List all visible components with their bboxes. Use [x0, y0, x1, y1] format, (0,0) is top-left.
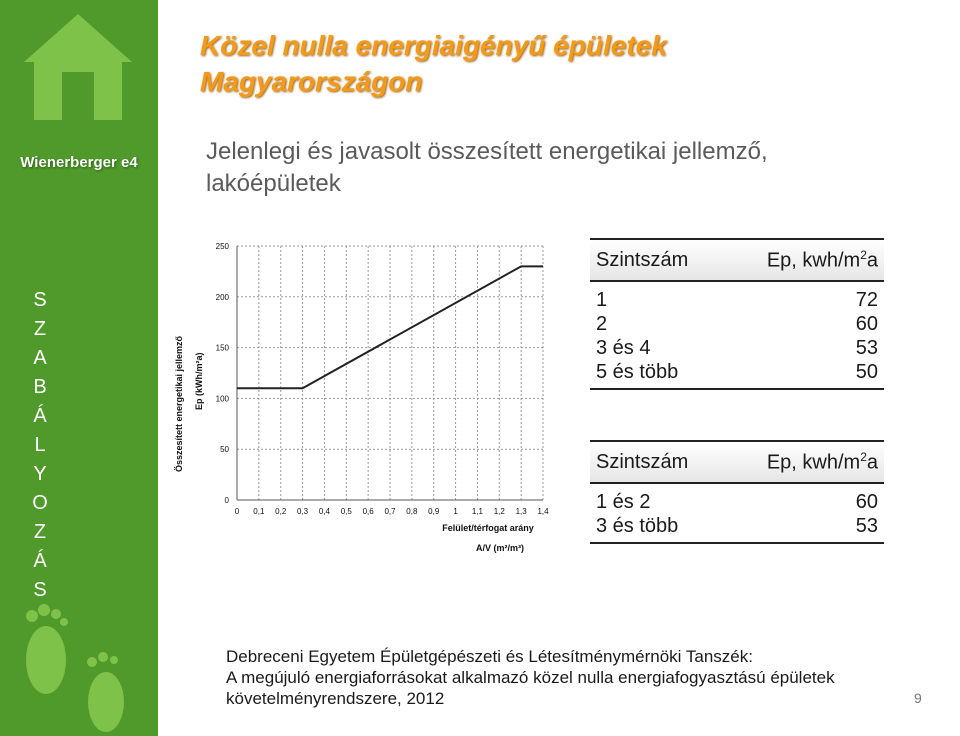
x-tick-label: 0,2 — [275, 507, 287, 516]
x-tick-label: 0,9 — [428, 507, 440, 516]
chart-grid — [236, 245, 544, 501]
subtitle-line-2: lakóépületek — [206, 170, 341, 197]
table-row: 5 és több 50 — [590, 360, 884, 384]
vertical-letter: Z — [33, 521, 47, 543]
row-level: 5 és több — [596, 361, 679, 383]
table-row: 1 és 2 60 — [590, 490, 884, 514]
chart-y-ticks: 0 50 100 150 200 250 — [216, 242, 230, 505]
x-tick-label: 1,4 — [537, 507, 549, 516]
x-tick-label: 0,5 — [341, 507, 353, 516]
x-tick-label: 1,3 — [516, 507, 528, 516]
table-header: Szintszám Ep, kwh/m2a — [590, 440, 884, 482]
x-tick-label: 0,6 — [363, 507, 375, 516]
table-row: 3 és több 53 — [590, 514, 884, 538]
footprints-icon — [26, 604, 124, 732]
title-line-2: Magyarországon — [200, 66, 423, 97]
header-level: Szintszám — [596, 248, 689, 271]
page-number: 9 — [914, 690, 922, 706]
vertical-letter: S — [33, 579, 47, 601]
vertical-letter: B — [33, 376, 47, 398]
vertical-letter: Á — [33, 405, 47, 427]
row-level: 3 és 4 — [596, 337, 651, 359]
row-level: 1 — [596, 289, 608, 311]
y-tick-label: 200 — [216, 293, 230, 302]
row-ep: 60 — [855, 491, 878, 513]
chart-xlabel-line-2: A/V (m²/m³) — [476, 543, 524, 553]
x-tick-label: 0,4 — [319, 507, 331, 516]
y-tick-label: 0 — [225, 496, 230, 505]
footer-line-2: A megújuló energiaforrásokat alkalmazó k… — [226, 668, 835, 687]
slide-subtitle: Jelenlegi és javasolt összesített energe… — [206, 136, 906, 200]
brand-name: Wienerberger e4 — [20, 154, 138, 171]
row-ep: 53 — [855, 337, 878, 359]
x-tick-label: 0 — [235, 507, 240, 516]
table-proposed: Szintszám Ep, kwh/m2a 1 és 2 60 3 és több 5… — [590, 440, 884, 544]
house-logo-icon — [24, 14, 132, 120]
table-body: 1 72 2 60 3 és 4 53 5 és több 50 — [590, 282, 884, 390]
energy-chart: 0 50 100 150 200 250 0 0,1 0,2 0,3 0,4 0,5 0,6 0,7 0,… — [174, 242, 549, 553]
table-body: 1 és 2 60 3 és több 53 — [590, 484, 884, 544]
y-tick-label: 100 — [216, 394, 230, 403]
y-tick-label: 150 — [216, 344, 230, 353]
table-row: 3 és 4 53 — [590, 336, 884, 360]
x-tick-label: 0,1 — [253, 507, 265, 516]
chart-series-line — [237, 265, 543, 390]
row-ep: 60 — [855, 313, 878, 335]
header-ep: Ep, kwh/m2a — [766, 247, 878, 272]
x-tick-label: 0,3 — [297, 507, 309, 516]
row-level: 2 — [596, 313, 608, 335]
x-tick-label: 1,1 — [472, 507, 484, 516]
chart-x-ticks: 0 0,1 0,2 0,3 0,4 0,5 0,6 0,7 0,8 0,9 1 1,1 1,2 1,3 1,… — [235, 507, 549, 516]
header-ep: Ep, kwh/m2a — [766, 449, 878, 474]
vertical-letter: Á — [33, 550, 47, 572]
vertical-letter: A — [33, 347, 47, 369]
footer-line-3: követelményrendszere, 2012 — [226, 689, 445, 708]
chart-xlabel-line-1: Felület/térfogat arány — [442, 523, 534, 533]
row-ep: 72 — [855, 289, 878, 311]
table-current: Szintszám Ep, kwh/m2a 1 72 2 60 3 és 4 53 5 és… — [590, 238, 884, 390]
vertical-letter: Z — [33, 318, 47, 340]
vertical-letter: Y — [33, 463, 47, 485]
subtitle-line-1: Jelenlegi és javasolt összesített energe… — [206, 138, 768, 165]
chart-ylabel-line-2: Ep (kWh/m²a) — [194, 352, 204, 410]
chart-ylabel-line-1: Összesített energetikai jellemző — [174, 335, 184, 472]
footer-line-1: Debreceni Egyetem Épületgépészeti és Lét… — [226, 647, 753, 666]
y-tick-label: 50 — [220, 445, 229, 454]
row-level: 1 és 2 — [596, 491, 651, 513]
table-row: 2 60 — [590, 312, 884, 336]
x-tick-label: 0,7 — [384, 507, 396, 516]
x-tick-label: 0,8 — [406, 507, 418, 516]
header-level: Szintszám — [596, 450, 689, 473]
vertical-letter: S — [33, 289, 47, 311]
vertical-letter: L — [34, 434, 46, 456]
vertical-letter: O — [32, 492, 48, 514]
x-tick-label: 1,2 — [494, 507, 506, 516]
row-ep: 53 — [855, 515, 878, 537]
row-ep: 50 — [855, 361, 878, 383]
y-tick-label: 250 — [216, 242, 230, 251]
source-footer: Debreceni Egyetem Épületgépészeti és Lét… — [226, 646, 926, 709]
title-line-1: Közel nulla energiaigényű épületek — [200, 30, 667, 61]
table-header: Szintszám Ep, kwh/m2a — [590, 238, 884, 280]
x-tick-label: 1 — [453, 507, 458, 516]
table-row: 1 72 — [590, 288, 884, 312]
row-level: 3 és több — [596, 515, 679, 537]
slide-title: Közel nulla energiaigényű épületek Magya… — [200, 28, 900, 100]
